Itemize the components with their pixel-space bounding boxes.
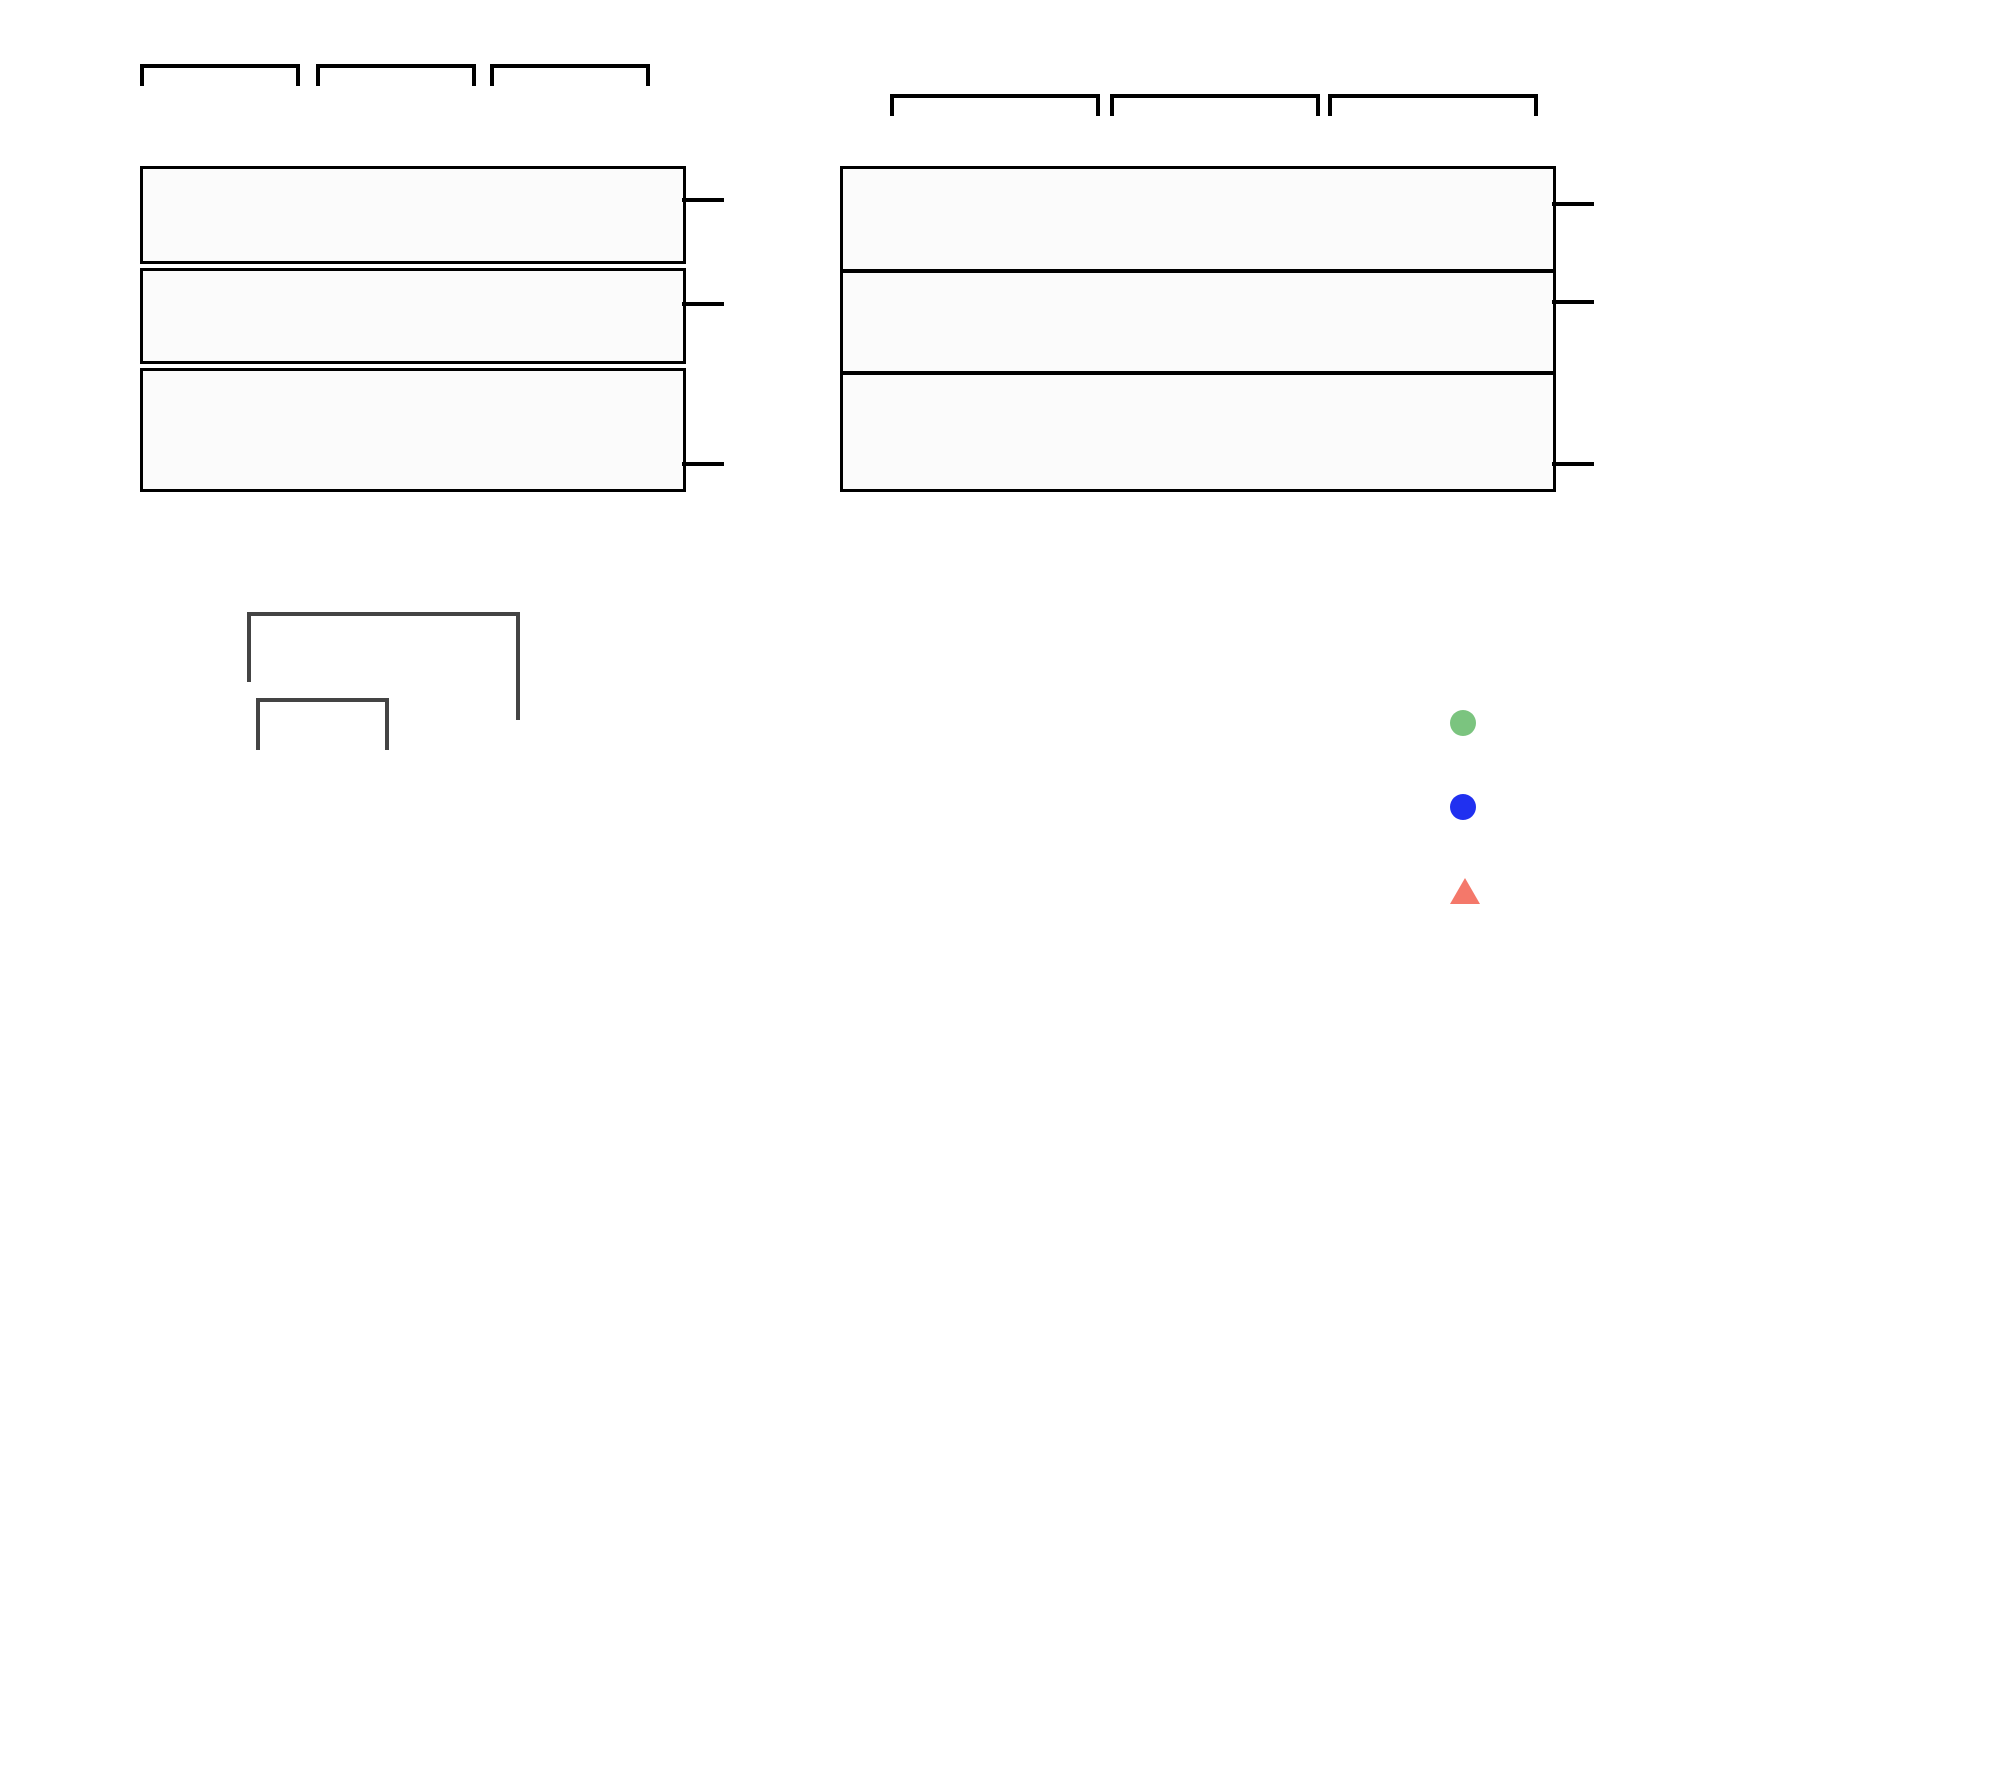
panel-a-mw-tick-25: [682, 302, 724, 306]
panel-b-mw-tick-25: [1552, 300, 1594, 304]
panel-a-mw-tick-55: [682, 198, 724, 202]
chart-nucleus: [930, 690, 1930, 1690]
significance-brackets: [247, 612, 520, 750]
panel-a-mw-tick-35: [682, 462, 724, 466]
panel-b-brackets: [890, 94, 1538, 116]
panel-a-blot-p53: [140, 166, 686, 264]
panel-a-pma-row: [140, 80, 680, 124]
legend-item-0: [1450, 710, 1504, 736]
panel-a-brackets: [140, 64, 650, 86]
panel-b-blot-gapdh: [840, 372, 1556, 492]
panel-b-blot-p21: [840, 270, 1556, 374]
chart-endoplasmic-reticulum: [120, 690, 900, 1690]
legend-marker-triangle-red: [1450, 878, 1480, 904]
legend-item-1: [1450, 794, 1504, 820]
panel-b-blot-p53: [840, 166, 1556, 272]
legend-marker-circle-blue: [1450, 794, 1476, 820]
panel-a-nutlin-row: [140, 120, 680, 164]
panel-a-blot-gapdh: [140, 368, 686, 492]
chart-legend: [1450, 710, 1504, 904]
panel-a-blot-p21: [140, 268, 686, 364]
legend-item-2: [1450, 878, 1504, 904]
panel-b-mw-tick-55: [1552, 202, 1594, 206]
panel-b-mw-tick-35: [1552, 462, 1594, 466]
legend-marker-circle-green: [1450, 710, 1476, 736]
